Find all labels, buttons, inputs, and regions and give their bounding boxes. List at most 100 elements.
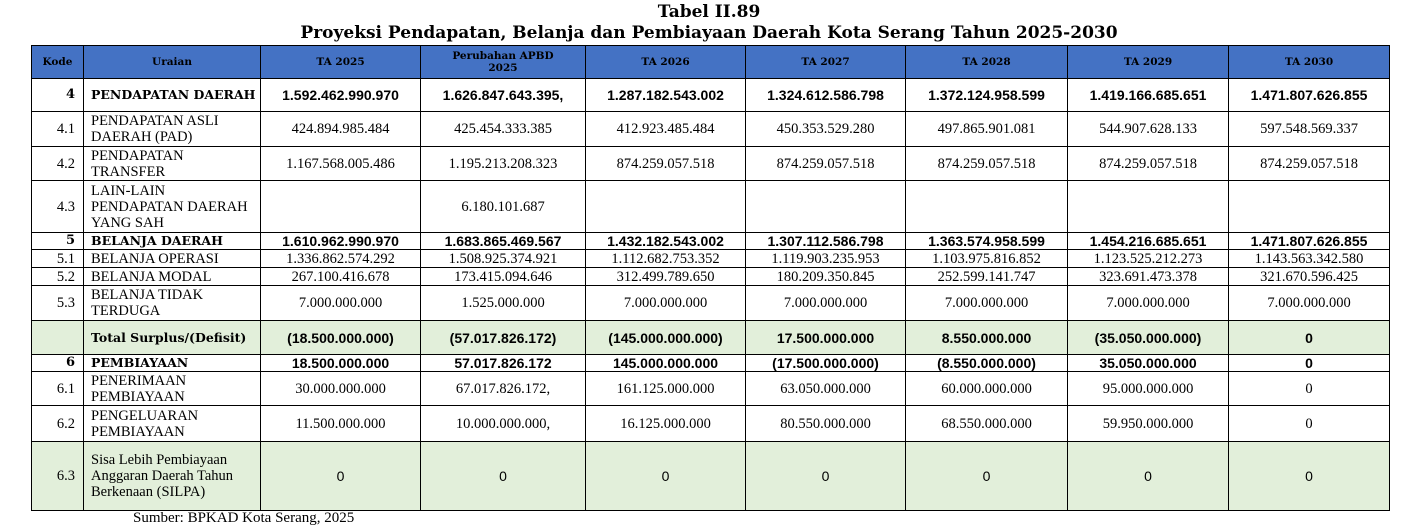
header-kode: Kode [31,45,84,79]
cell-uraian: Total Surplus/(Defisit) [83,320,261,355]
table-row: Total Surplus/(Defisit) (18.500.000.000)(… [31,320,1390,355]
header-ta-2028: TA 2028 [905,45,1068,79]
cell-value: 30.000.000.000 [260,371,421,406]
cell-kode: 5.2 [31,267,84,286]
cell-value: 80.550.000.000 [745,405,906,442]
cell-value: 252.599.141.747 [905,267,1068,286]
cell-uraian: BELANJA MODAL [83,267,261,286]
header-ta-2025: TA 2025 [260,45,421,79]
cell-uraian: PENDAPATAN TRANSFER [83,146,261,181]
cell-value: 424.894.985.484 [260,111,421,147]
cell-value: 1.454.216.685.651 [1067,232,1229,250]
cell-value: 0 [905,441,1068,511]
cell-value [1067,180,1229,233]
cell-kode: 6.2 [31,405,84,442]
cell-uraian: Sisa Lebih Pembiayaan Anggaran Daerah Ta… [83,441,261,511]
header-ta-2029: TA 2029 [1067,45,1229,79]
cell-kode: 6.3 [31,441,84,511]
cell-kode: 4.3 [31,180,84,233]
cell-value: 321.670.596.425 [1228,267,1390,286]
cell-value: 1.167.568.005.486 [260,146,421,181]
table-row: 5 BELANJA DAERAH 1.610.962.990.970 1.683.86… [31,232,1390,250]
budget-projection-table: Kode Uraian TA 2025 Perubahan APBD 2025 … [31,45,1390,511]
cell-value: 161.125.000.000 [585,371,746,406]
cell-value: 0 [1067,441,1229,511]
cell-value: 0 [260,441,421,511]
cell-value [585,180,746,233]
cell-value: 323.691.473.378 [1067,267,1229,286]
table-row: 6.2 PENGELUARAN PEMBIAYAAN 11.500.000.000 1… [31,405,1390,442]
cell-uraian: PENDAPATAN DAERAH [83,78,261,112]
cell-value: (57.017.826.172) [420,320,586,355]
cell-kode: 5.3 [31,285,84,321]
cell-uraian: BELANJA OPERASI [83,249,261,268]
cell-value: 874.259.057.518 [585,146,746,181]
cell-uraian: PENDAPATAN ASLI DAERAH (PAD) [83,111,261,147]
cell-value: 497.865.901.081 [905,111,1068,147]
table-row: 5.2 BELANJA MODAL 267.100.416.678 173.415.0… [31,267,1390,286]
cell-value: 874.259.057.518 [905,146,1068,181]
cell-kode: 5.1 [31,249,84,268]
cell-value: 874.259.057.518 [745,146,906,181]
header-ta-2027: TA 2027 [745,45,906,79]
cell-value: 450.353.529.280 [745,111,906,147]
cell-value: 7.000.000.000 [905,285,1068,321]
header-ta-2026: TA 2026 [585,45,746,79]
cell-value: (35.050.000.000) [1067,320,1229,355]
cell-uraian: LAIN-LAIN PENDAPATAN DAERAH YANG SAH [83,180,261,233]
header-uraian: Uraian [83,45,261,79]
cell-value: 1.626.847.643.395, [420,78,586,112]
cell-value: 173.415.094.646 [420,267,586,286]
cell-value: 6.180.101.687 [420,180,586,233]
cell-value: 0 [420,441,586,511]
cell-kode: 5 [31,232,84,250]
table-title: Proyeksi Pendapatan, Belanja dan Pembiay… [300,23,1118,43]
cell-value [745,180,906,233]
cell-value: 1.471.807.626.855 [1228,232,1390,250]
cell-uraian: PEMBIAYAAN [83,354,261,372]
cell-value: 59.950.000.000 [1067,405,1229,442]
cell-value: 67.017.826.172, [420,371,586,406]
cell-value: 7.000.000.000 [745,285,906,321]
cell-value: 63.050.000.000 [745,371,906,406]
cell-value: 0 [1228,320,1390,355]
cell-value: 0 [1228,405,1390,442]
cell-value: 10.000.000.000, [420,405,586,442]
source-note: Sumber: BPKAD Kota Serang, 2025 [133,510,355,526]
cell-value: 312.499.789.650 [585,267,746,286]
cell-value: 544.907.628.133 [1067,111,1229,147]
cell-value: 16.125.000.000 [585,405,746,442]
cell-value [905,180,1068,233]
cell-value: 1.471.807.626.855 [1228,78,1390,112]
table-row: 4 PENDAPATAN DAERAH 1.592.462.990.970 1.626… [31,78,1390,112]
cell-value: 1.508.925.374.921 [420,249,586,268]
cell-value: 35.050.000.000 [1067,354,1229,372]
cell-kode: 4.1 [31,111,84,147]
cell-value: 7.000.000.000 [1228,285,1390,321]
cell-uraian: BELANJA TIDAK TERDUGA [83,285,261,321]
cell-value [1228,180,1390,233]
cell-value: 1.119.903.235.953 [745,249,906,268]
cell-value: 1.336.862.574.292 [260,249,421,268]
cell-value: 874.259.057.518 [1067,146,1229,181]
cell-value: 1.287.182.543.002 [585,78,746,112]
cell-value: (18.500.000.000) [260,320,421,355]
cell-value: 412.923.485.484 [585,111,746,147]
cell-value: 597.548.569.337 [1228,111,1390,147]
table-row: 5.3 BELANJA TIDAK TERDUGA 7.000.000.000 1.5… [31,285,1390,321]
header-perubahan-apbd-2025: Perubahan APBD 2025 [420,45,586,79]
cell-value: 425.454.333.385 [420,111,586,147]
cell-uraian: PENERIMAAN PEMBIAYAAN [83,371,261,406]
cell-uraian: PENGELUARAN PEMBIAYAAN [83,405,261,442]
cell-kode: 6 [31,354,84,372]
cell-value: 1.683.865.469.567 [420,232,586,250]
cell-value: 7.000.000.000 [585,285,746,321]
header-ta-2030: TA 2030 [1228,45,1390,79]
cell-value: (17.500.000.000) [745,354,906,372]
cell-value: 1.419.166.685.651 [1067,78,1229,112]
cell-kode: 6.1 [31,371,84,406]
table-row: 6.3 Sisa Lebih Pembiayaan Anggaran Daerah… [31,441,1390,511]
cell-value: 180.209.350.845 [745,267,906,286]
cell-value: 68.550.000.000 [905,405,1068,442]
cell-value: 57.017.826.172 [420,354,586,372]
